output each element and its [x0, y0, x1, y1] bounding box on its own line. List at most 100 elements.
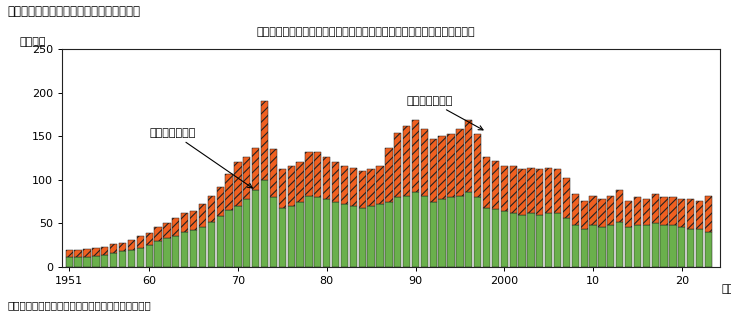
Bar — [661, 197, 667, 225]
Bar — [616, 222, 624, 267]
Bar — [306, 152, 313, 196]
Bar — [696, 201, 703, 229]
Bar — [474, 134, 481, 197]
Bar — [554, 169, 561, 213]
Bar — [456, 196, 463, 267]
Bar — [643, 199, 650, 225]
Bar — [359, 208, 366, 267]
Bar — [696, 229, 703, 267]
Bar — [359, 171, 366, 208]
Bar — [376, 204, 384, 267]
Text: （万戸）: （万戸） — [20, 37, 46, 47]
Bar — [314, 197, 322, 267]
Bar — [225, 174, 232, 210]
Bar — [279, 169, 286, 208]
Bar — [323, 199, 330, 267]
Bar — [385, 149, 393, 203]
Bar — [270, 197, 277, 267]
Bar — [92, 256, 99, 267]
Bar — [216, 187, 224, 216]
Bar — [483, 157, 491, 208]
Bar — [678, 199, 686, 227]
Bar — [101, 247, 108, 255]
Bar — [341, 204, 348, 267]
Bar — [101, 255, 108, 267]
Bar — [163, 238, 170, 267]
Bar — [501, 166, 508, 211]
Bar — [625, 201, 632, 227]
Bar — [190, 211, 197, 230]
Bar — [119, 251, 126, 267]
Text: （年）: （年） — [721, 284, 731, 295]
Bar — [510, 166, 517, 213]
Bar — [199, 227, 206, 267]
Bar — [483, 208, 491, 267]
Bar — [554, 213, 561, 267]
Bar — [705, 232, 712, 267]
Bar — [181, 232, 189, 267]
Bar — [465, 120, 472, 192]
Text: 新設住宅着工戸数は、持家を中心に長期的に減少し、ピーク時の４割強に: 新設住宅着工戸数は、持家を中心に長期的に減少し、ピーク時の４割強に — [256, 27, 475, 37]
Bar — [216, 216, 224, 267]
Bar — [349, 206, 357, 267]
Bar — [492, 161, 499, 210]
Bar — [563, 218, 570, 267]
Bar — [412, 120, 419, 192]
Bar — [421, 129, 428, 196]
Bar — [235, 206, 241, 267]
Bar — [252, 149, 260, 190]
Bar — [510, 213, 517, 267]
Bar — [208, 196, 215, 222]
Bar — [385, 203, 393, 267]
Bar — [66, 258, 73, 267]
Bar — [403, 196, 410, 267]
Bar — [128, 250, 135, 267]
Bar — [314, 152, 322, 197]
Bar — [287, 206, 295, 267]
Bar — [501, 211, 508, 267]
Bar — [394, 133, 401, 197]
Bar — [527, 213, 534, 267]
Bar — [323, 157, 330, 199]
Bar — [137, 248, 144, 267]
Bar — [110, 253, 117, 267]
Bar — [349, 167, 357, 206]
Bar — [439, 199, 446, 267]
Bar — [607, 196, 615, 225]
Bar — [83, 257, 91, 267]
Bar — [580, 201, 588, 229]
Bar — [572, 225, 579, 267]
Bar — [75, 257, 82, 267]
Bar — [456, 129, 463, 196]
Bar — [110, 244, 117, 253]
Bar — [563, 178, 570, 218]
Bar — [297, 162, 303, 203]
Bar — [190, 230, 197, 267]
Bar — [261, 180, 268, 267]
Bar — [607, 225, 615, 267]
Bar — [287, 166, 295, 206]
Bar — [598, 199, 605, 227]
Bar — [75, 250, 82, 257]
Bar — [154, 241, 162, 267]
Bar — [243, 157, 251, 199]
Bar — [651, 194, 659, 223]
Bar — [376, 166, 384, 204]
Bar — [474, 197, 481, 267]
Bar — [545, 167, 553, 213]
Bar — [341, 166, 348, 204]
Bar — [235, 162, 241, 206]
Bar — [651, 223, 659, 267]
Bar — [119, 243, 126, 251]
Bar — [403, 126, 410, 196]
Bar — [306, 196, 313, 267]
Bar — [252, 190, 260, 267]
Bar — [137, 236, 144, 248]
Bar — [625, 227, 632, 267]
Bar — [634, 225, 641, 267]
Text: 持家＋分譲住宅: 持家＋分譲住宅 — [149, 128, 252, 188]
Bar — [332, 203, 339, 267]
Bar — [128, 240, 135, 250]
Bar — [430, 139, 437, 202]
Bar — [412, 192, 419, 267]
